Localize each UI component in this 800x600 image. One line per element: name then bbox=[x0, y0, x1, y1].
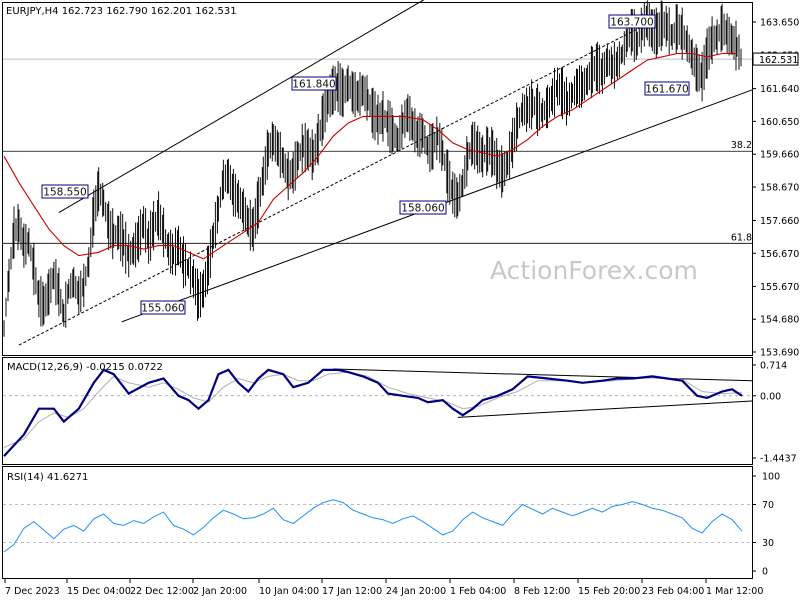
price-annotation-box bbox=[41, 184, 89, 199]
rsi-y-tick-label: 100 bbox=[762, 472, 780, 483]
moving-average-line bbox=[3, 52, 737, 260]
price-annotation-label: 158.550 bbox=[43, 187, 86, 199]
price-annotation-label: 158.060 bbox=[401, 203, 444, 215]
channel-mid-dashed-line bbox=[18, 19, 655, 346]
price-annotation-box bbox=[644, 81, 690, 96]
x-tick-label: 15 Dec 04:00 bbox=[67, 586, 131, 597]
price-panel-frame bbox=[2, 2, 753, 356]
price-y-tick-label: 163.650 bbox=[760, 18, 799, 29]
x-tick-label: 10 Jan 04:00 bbox=[259, 586, 319, 597]
rsi-line bbox=[3, 499, 743, 553]
price-y-tick-label: 158.670 bbox=[760, 183, 799, 194]
x-tick-label: 2 Jan 20:00 bbox=[193, 586, 247, 597]
x-tick-label: 1 Feb 04:00 bbox=[450, 586, 506, 597]
watermark: ActionForex.com bbox=[490, 256, 698, 285]
x-tick-label: 17 Jan 12:00 bbox=[322, 586, 382, 597]
x-tick-label: 1 Mar 12:00 bbox=[706, 586, 763, 597]
rsi-y-tick-label: 70 bbox=[762, 500, 774, 511]
macd-line bbox=[3, 368, 743, 457]
rsi-y-tick-label: 0 bbox=[762, 567, 768, 578]
fib-level-label: 38.2 bbox=[731, 140, 752, 151]
price-annotation-box bbox=[608, 14, 656, 29]
channel-upper-line bbox=[58, 0, 425, 213]
macd-plot bbox=[3, 368, 753, 457]
price-plot: 38.2 61.8 158.550 155.060 161.840 158.060 163.… bbox=[3, 0, 753, 346]
chart-header: EURJPY,H4 162.723 162.790 162.201 162.53… bbox=[6, 6, 237, 17]
price-annotation-box bbox=[399, 200, 447, 215]
rsi-title: RSI(14) 41.6271 bbox=[7, 472, 88, 483]
axis-labels: 163.650162.650161.640160.650159.660158.6… bbox=[4, 18, 799, 597]
x-tick-label: 8 Feb 12:00 bbox=[514, 586, 570, 597]
macd-panel-frame bbox=[2, 357, 753, 465]
macd-y-tick-label: 0.714 bbox=[760, 361, 787, 372]
macd-lower-trend-line bbox=[457, 400, 753, 418]
price-y-tick-label: 154.680 bbox=[760, 315, 799, 326]
price-y-tick-label: 153.690 bbox=[760, 348, 799, 359]
price-y-tick-label: 161.640 bbox=[760, 84, 799, 95]
macd-y-tick-label: 0.00 bbox=[760, 391, 781, 402]
price-y-tick-label: 157.660 bbox=[760, 216, 799, 227]
price-annotation-label: 163.700 bbox=[610, 17, 653, 29]
x-tick-label: 7 Dec 2023 bbox=[5, 586, 60, 597]
macd-y-tick-label: -1.4437 bbox=[760, 454, 797, 465]
price-annotation-label: 155.060 bbox=[141, 303, 184, 315]
x-tick-label: 15 Feb 20:00 bbox=[578, 586, 640, 597]
rsi-y-tick-label: 30 bbox=[762, 538, 774, 549]
x-tick-label: 22 Dec 12:00 bbox=[130, 586, 194, 597]
x-tick-label: 24 Jan 20:00 bbox=[386, 586, 446, 597]
macd-upper-trend-line bbox=[333, 368, 753, 382]
price-y-tick-label: 159.660 bbox=[760, 150, 799, 161]
price-bars bbox=[3, 0, 742, 337]
last-price-label: 162.531 bbox=[759, 55, 798, 66]
last-price-tag bbox=[752, 52, 799, 66]
fib-level-label: 61.8 bbox=[731, 232, 752, 243]
price-annotation-label: 161.840 bbox=[292, 79, 335, 91]
rsi-plot bbox=[3, 499, 752, 553]
price-annotation-label: 161.670 bbox=[645, 84, 688, 96]
macd-title: MACD(12,26,9) -0.0215 0.0722 bbox=[7, 362, 163, 373]
rsi-panel-frame bbox=[2, 466, 753, 579]
price-y-tick-label: 160.650 bbox=[760, 117, 799, 128]
macd-signal-line bbox=[3, 371, 743, 448]
price-y-tick-label: 156.670 bbox=[760, 249, 799, 260]
price-y-tick-label: 155.670 bbox=[760, 282, 799, 293]
x-tick-label: 23 Feb 04:00 bbox=[642, 586, 704, 597]
price-annotation-box bbox=[291, 76, 337, 91]
price-annotation-box bbox=[140, 300, 186, 315]
